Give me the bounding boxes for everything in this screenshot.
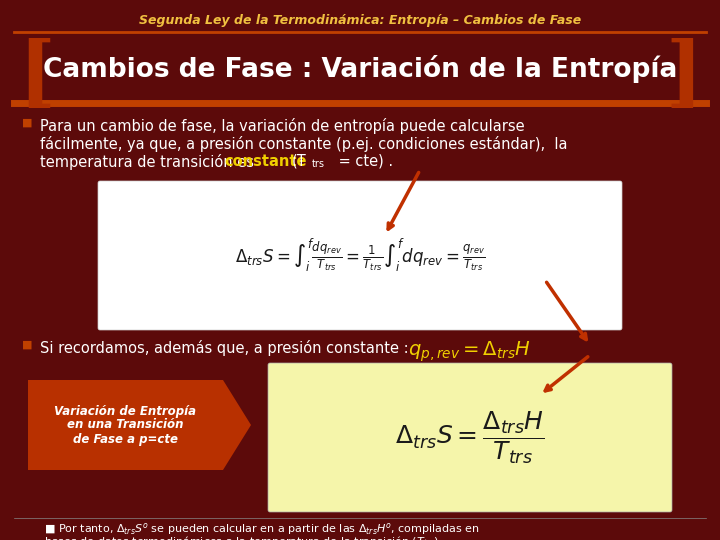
FancyBboxPatch shape (268, 363, 672, 512)
Polygon shape (28, 380, 251, 470)
Text: $\blacksquare$ Por tanto, $\Delta_{trs}S^o$ se pueden calcular en a partir de la: $\blacksquare$ Por tanto, $\Delta_{trs}S… (44, 521, 480, 537)
Text: ■: ■ (22, 340, 32, 350)
Text: en una Transición: en una Transición (67, 418, 184, 431)
Text: $\Delta_{trs}S = \int_i^f \frac{dq_{rev}}{T_{trs}} = \frac{1}{T_{trs}}\int_i^f d: $\Delta_{trs}S = \int_i^f \frac{dq_{rev}… (235, 237, 485, 274)
Text: (T: (T (292, 154, 307, 169)
Text: Si recordamos, además que, a presión constante :: Si recordamos, además que, a presión con… (40, 340, 413, 356)
Text: temperatura de transición es: temperatura de transición es (40, 154, 258, 170)
FancyBboxPatch shape (98, 181, 622, 330)
Text: de Fase a p=cte: de Fase a p=cte (73, 433, 178, 446)
Text: = cte) .: = cte) . (334, 154, 393, 169)
Text: fácilmente, ya que, a presión constante (p.ej. condiciones estándar),  la: fácilmente, ya que, a presión constante … (40, 136, 567, 152)
Text: [: [ (18, 38, 55, 114)
Text: $\Delta_{trs}S = \dfrac{\Delta_{trs}H}{T_{trs}}$: $\Delta_{trs}S = \dfrac{\Delta_{trs}H}{T… (395, 409, 545, 465)
Text: trs: trs (312, 159, 325, 169)
Text: ■: ■ (22, 118, 32, 128)
Text: ]: ] (665, 38, 702, 114)
Text: Variación de Entropía: Variación de Entropía (55, 404, 197, 417)
Text: bases de datos termodinámicos a la temperatura de la transición ($T_{trs}$):: bases de datos termodinámicos a la tempe… (44, 534, 442, 540)
Text: Cambios de Fase : Variación de la Entropía: Cambios de Fase : Variación de la Entrop… (42, 55, 678, 83)
Text: Segunda Ley de la Termodinámica: Entropía – Cambios de Fase: Segunda Ley de la Termodinámica: Entropí… (139, 14, 581, 27)
Text: constante: constante (224, 154, 307, 169)
Text: $q_{p,rev} = \Delta_{trs}H$: $q_{p,rev} = \Delta_{trs}H$ (408, 340, 531, 364)
Text: Para un cambio de fase, la variación de entropía puede calcularse: Para un cambio de fase, la variación de … (40, 118, 525, 134)
